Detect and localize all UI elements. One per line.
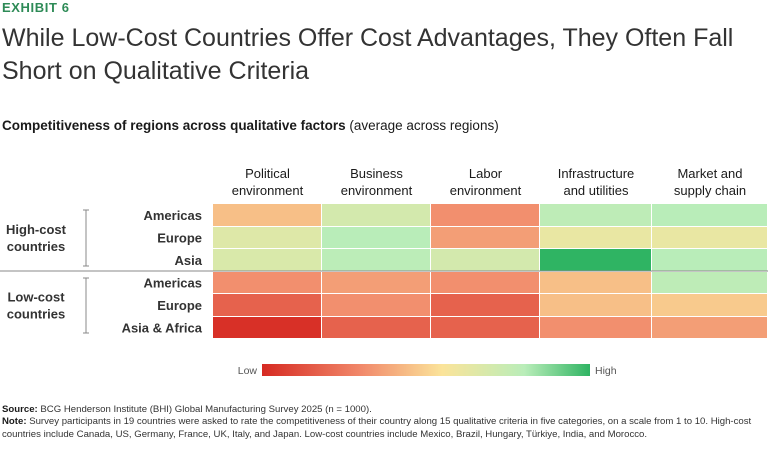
heat-cell-r2-c4 [652,249,767,271]
group-label-1-line-0: Low-cost [7,290,65,305]
heatmap-chart: Political environment Business environment L… [0,166,768,377]
heat-cell-r1-c0 [213,227,321,248]
heat-cell-r1-c2 [431,227,539,248]
heat-cell-r5-c0 [213,317,321,338]
column-header-4-line-0: Market and [677,166,742,181]
heat-cell-r5-c4 [652,317,767,338]
note-label: Note: [2,416,27,428]
row-labels: Americas Europe Asia Americas Europe Asia & A… [122,208,203,336]
color-legend: Low High [238,364,617,377]
heat-cell-r4-c4 [652,294,767,316]
column-header-4-line-1: supply chain [674,183,746,198]
source-label: Source: [2,404,38,415]
column-header-0-line-0: Political [245,166,290,181]
column-header-0-line-1: environment [232,183,304,198]
heat-cell-r5-c2 [431,317,539,338]
column-header-2-line-1: environment [450,183,522,198]
group-labels: High-cost countries Low-cost countries [6,209,89,334]
heat-cell-r0-c3 [540,204,651,226]
exhibit-label: EXHIBIT 6 [2,0,70,15]
column-header-1-line-1: environment [341,183,413,198]
heat-cell-r1-c3 [540,227,651,248]
row-label-0: Americas [143,208,202,223]
row-label-4: Europe [157,298,202,313]
heat-cell-r3-c1 [322,272,430,293]
heat-cell-r0-c2 [431,204,539,226]
group-label-1-line-1: countries [7,307,66,322]
heat-cell-r3-c4 [652,272,767,293]
heat-cell-r2-c3 [540,249,651,271]
column-header-1-line-0: Business [350,166,403,181]
source-notes: Source: BCG Henderson Institute (BHI) Gl… [2,404,766,441]
column-headers: Political environment Business environment L… [232,166,746,198]
heat-cell-r3-c0 [213,272,321,293]
heat-cell-r4-c2 [431,294,539,316]
column-header-3-line-0: Infrastructure [558,166,635,181]
note-text: Survey participants in 19 countries were… [2,416,752,440]
heat-cell-r1-c1 [322,227,430,248]
heat-cell-r0-c4 [652,204,767,226]
legend-gradient-bar [262,364,590,376]
heat-cell-r2-c0 [213,249,321,271]
row-label-5: Asia & Africa [122,321,203,336]
chart-title: While Low-Cost Countries Offer Cost Adva… [2,24,734,85]
row-label-3: Americas [143,276,202,291]
heat-cell-r5-c3 [540,317,651,338]
column-header-2-line-0: Labor [469,166,503,181]
heat-cell-r1-c4 [652,227,767,248]
row-label-1: Europe [157,231,202,246]
row-label-2: Asia [175,253,203,268]
subtitle-paren: (average across regions) [349,118,499,133]
heat-cell-r0-c0 [213,204,321,226]
heat-cell-r0-c1 [322,204,430,226]
heat-cell-r4-c1 [322,294,430,316]
chart-subtitle: Competitiveness of regions across qualit… [2,118,499,133]
heat-cell-r4-c3 [540,294,651,316]
heat-cell-r3-c3 [540,272,651,293]
column-header-3-line-1: and utilities [563,183,629,198]
legend-high-label: High [595,365,617,377]
heat-cell-r2-c2 [431,249,539,271]
source-text: BCG Henderson Institute (BHI) Global Man… [40,404,372,415]
heat-cell-r4-c0 [213,294,321,316]
heat-cell-r5-c1 [322,317,430,338]
group-label-0-line-0: High-cost [6,222,67,237]
heat-cell-r2-c1 [322,249,430,271]
heat-cell-r3-c2 [431,272,539,293]
group-label-0-line-1: countries [7,239,66,254]
subtitle-main: Competitiveness of regions across qualit… [2,118,346,133]
legend-low-label: Low [238,365,258,377]
heatmap-cells [213,204,767,338]
